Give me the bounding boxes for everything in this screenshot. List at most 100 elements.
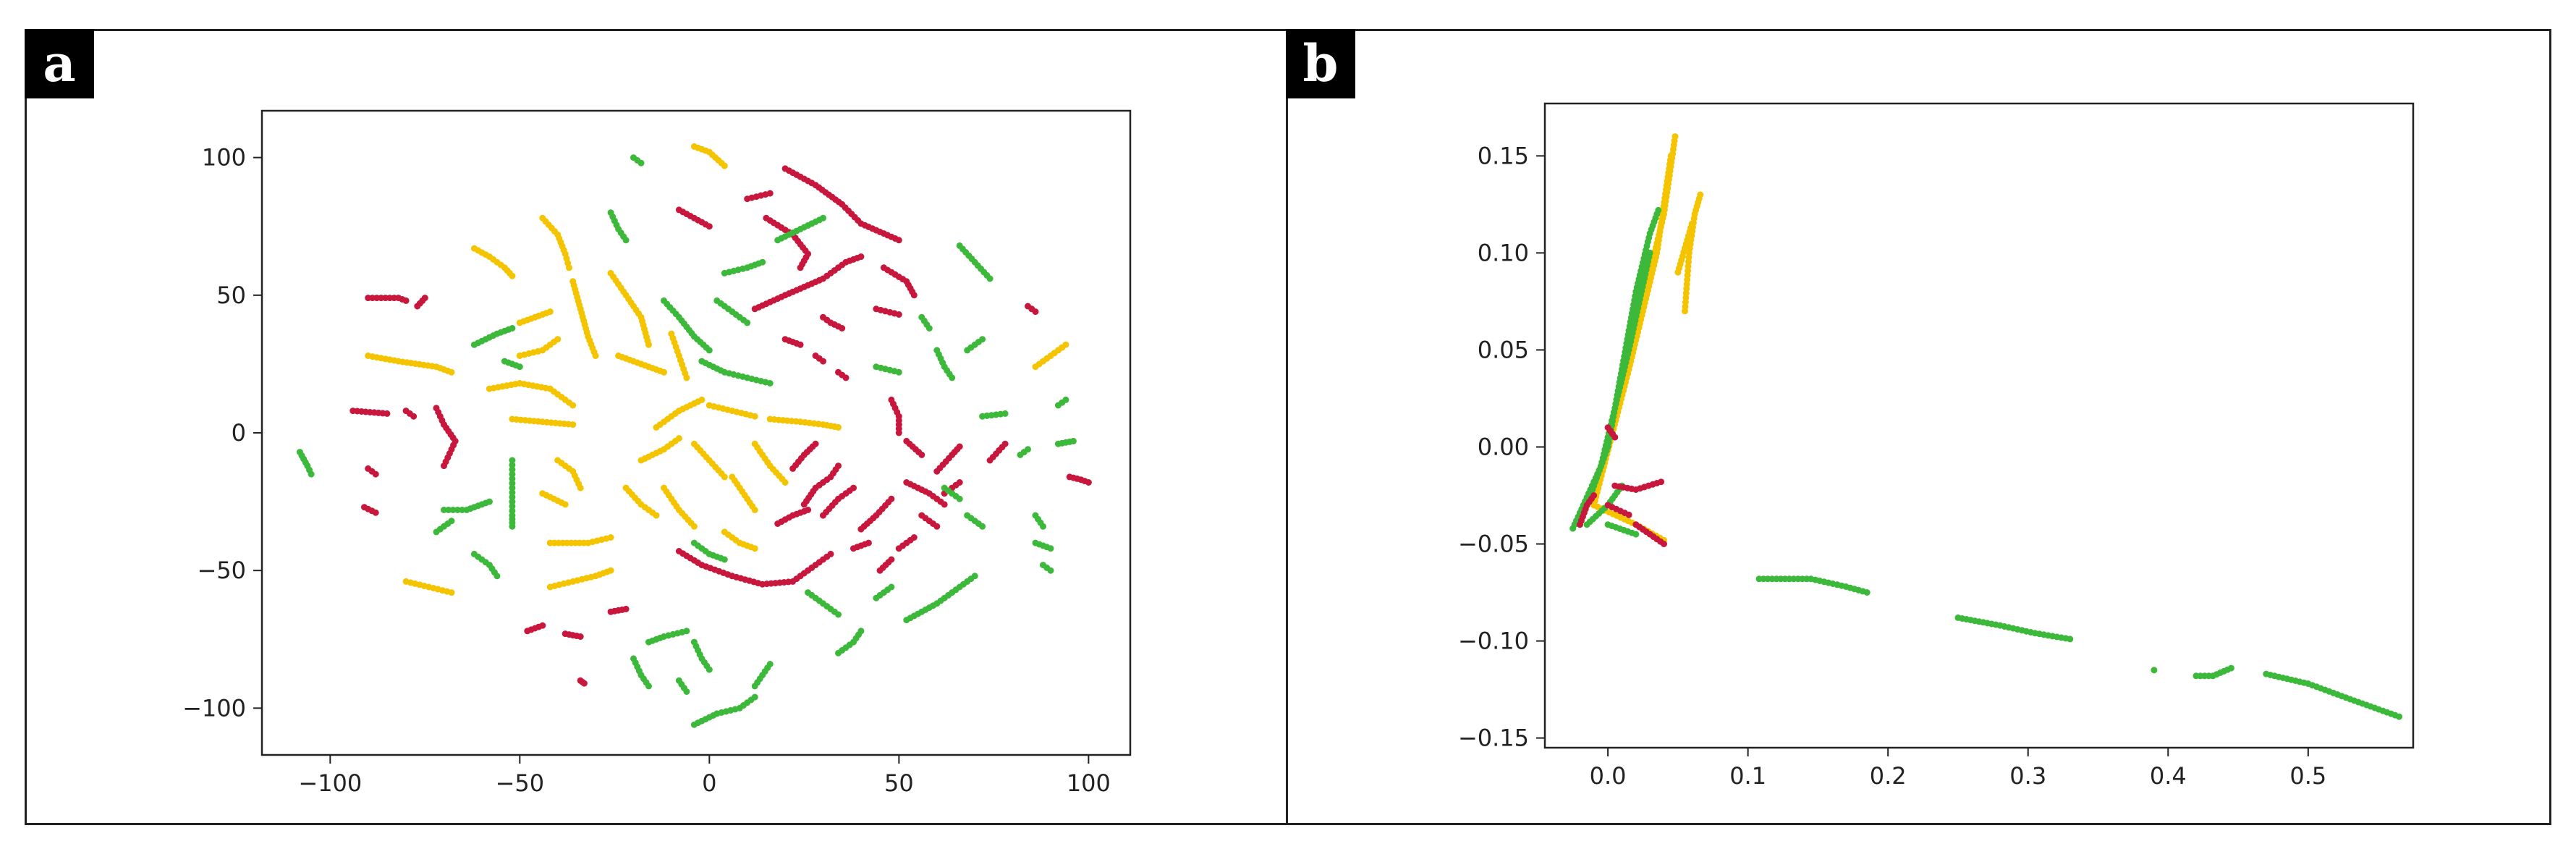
y-tick-label: 0.10: [1478, 239, 1529, 266]
data-point: [493, 573, 501, 580]
data-point: [721, 473, 728, 481]
data-point: [454, 507, 461, 513]
plot-frame: [1543, 102, 2415, 749]
data-point: [956, 479, 963, 486]
data-point: [1632, 531, 1640, 538]
data-point: [577, 484, 584, 491]
data-point: [2151, 667, 2158, 674]
data-point: [857, 628, 865, 635]
data-point: [1697, 191, 1704, 198]
data-point: [592, 352, 599, 359]
data-point: [888, 495, 895, 502]
data-point: [2227, 664, 2234, 672]
data-point: [1655, 206, 1662, 214]
data-point: [910, 292, 918, 299]
data-point: [857, 253, 865, 261]
data-point: [2067, 636, 2074, 643]
data-point: [402, 297, 410, 304]
y-tick-label: 0: [232, 419, 246, 447]
data-point: [509, 461, 516, 468]
data-point: [509, 470, 516, 478]
data-point: [744, 195, 751, 203]
data-point: [683, 374, 690, 381]
data-point: [820, 214, 826, 221]
data-point: [1062, 396, 1069, 403]
y-tick-label: 0.05: [1478, 336, 1529, 363]
data-point: [759, 258, 766, 266]
data-point: [751, 507, 758, 513]
data-point: [1085, 479, 1092, 486]
data-point: [448, 589, 455, 596]
data-point: [835, 611, 842, 618]
data-point: [410, 413, 418, 420]
data-point: [1025, 446, 1031, 453]
y-tick-label: −0.05: [1458, 531, 1529, 558]
data-point: [637, 159, 645, 166]
data-point: [797, 341, 804, 348]
data-point: [566, 264, 572, 271]
data-point: [509, 489, 516, 496]
data-point: [683, 688, 690, 695]
data-point: [509, 484, 516, 491]
data-point: [956, 443, 963, 450]
data-point: [372, 509, 379, 516]
data-point: [569, 421, 577, 428]
series-green: [1569, 206, 2403, 720]
data-point: [449, 507, 457, 513]
data-point: [1047, 545, 1054, 552]
data-point: [797, 264, 804, 271]
data-point: [1047, 567, 1054, 574]
data-point: [986, 275, 993, 282]
data-point: [721, 556, 728, 563]
x-tick-label: 0.4: [2150, 762, 2187, 790]
data-point: [546, 308, 554, 316]
data-point: [1658, 478, 1665, 486]
series-red: [349, 165, 1092, 687]
data-point: [1001, 440, 1009, 447]
data-point: [1062, 341, 1069, 348]
data-point: [308, 470, 315, 478]
panel-b: b 0.0 0.1 0.2 0.3 0.4 0.5 −0.15 −0.10 −0.05 0.00 0…: [1286, 29, 2551, 825]
data-point: [895, 368, 902, 376]
data-point: [706, 666, 713, 673]
data-point: [486, 498, 493, 505]
data-point: [842, 374, 850, 381]
data-point: [509, 325, 516, 332]
data-point: [751, 413, 758, 420]
data-point: [850, 484, 857, 491]
data-point: [675, 435, 682, 442]
data-point: [516, 363, 523, 371]
data-point: [653, 512, 660, 519]
data-point: [448, 518, 455, 525]
data-point: [766, 380, 774, 387]
data-point: [1001, 410, 1009, 417]
y-tick-label: −0.10: [1458, 628, 1529, 655]
data-point: [509, 523, 516, 530]
data-point: [445, 507, 452, 513]
series-green: [296, 154, 1077, 728]
data-point: [580, 680, 588, 687]
x-tick-label: −50: [496, 769, 545, 797]
data-point: [895, 311, 902, 318]
data-point: [1646, 249, 1653, 256]
data-point: [835, 463, 842, 470]
panel-label-b: b: [1286, 29, 1355, 98]
data-point: [539, 622, 546, 629]
data-point: [645, 638, 652, 646]
series-red: [1576, 424, 1667, 547]
data-point: [509, 507, 516, 515]
x-tick-label: 0.1: [1729, 762, 1766, 790]
data-point: [509, 475, 516, 482]
x-tick-label: 0.3: [2009, 762, 2046, 790]
data-point: [781, 479, 789, 486]
data-point: [941, 501, 948, 508]
data-point: [509, 480, 516, 487]
data-point: [979, 336, 986, 343]
data-point: [690, 523, 698, 530]
data-point: [706, 223, 713, 230]
data-point: [509, 498, 516, 505]
y-tick-label: 0.15: [1478, 142, 1529, 169]
data-point: [971, 573, 978, 580]
panel-label-a: a: [25, 29, 94, 98]
data-point: [698, 396, 706, 403]
